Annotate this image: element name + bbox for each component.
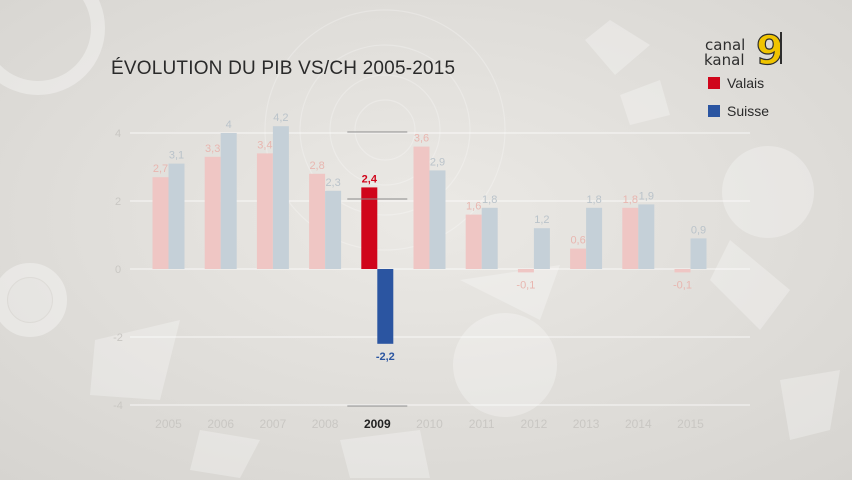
bar-suisse-2012	[533, 228, 550, 269]
data-label-valais-2005: 2,7	[153, 163, 168, 175]
chart-title: ÉVOLUTION DU PIB VS/CH 2005-2015	[111, 58, 456, 79]
bar-valais-2008	[309, 173, 326, 269]
bar-suisse-2015	[690, 238, 707, 269]
x-tick-label-2013: 2013	[573, 417, 600, 431]
bar-valais-2015	[674, 269, 691, 273]
bar-valais-2005	[152, 177, 169, 269]
bar-valais-2011	[465, 214, 482, 269]
data-label-suisse-2008: 2,3	[325, 177, 340, 189]
bar-valais-2010	[413, 146, 430, 269]
legend-label-valais: Valais	[727, 75, 765, 91]
x-tick-label-2009: 2009	[364, 417, 391, 431]
x-tick-label-2012: 2012	[521, 417, 548, 431]
bar-suisse-2014	[638, 204, 655, 269]
data-label-valais-2007: 3,4	[257, 139, 272, 151]
bar-suisse-2008	[325, 190, 342, 269]
data-label-suisse-2015: 0,9	[691, 224, 706, 236]
x-tick-label-2007: 2007	[260, 417, 287, 431]
bar-suisse-2007	[272, 126, 289, 269]
bar-valais-2006	[204, 156, 221, 269]
data-label-suisse-2011: 1,8	[482, 194, 497, 206]
legend-swatch-suisse	[708, 105, 720, 117]
x-tick-label-2015: 2015	[677, 417, 704, 431]
y-tick-label: -4	[113, 400, 123, 412]
bar-suisse-2006	[220, 133, 237, 269]
data-label-suisse-2006: 4	[226, 119, 232, 131]
bar-valais-2007	[256, 153, 273, 269]
x-tick-label-2008: 2008	[312, 417, 339, 431]
logo-word-kanal: kanal	[704, 51, 745, 69]
y-tick-label: 0	[115, 264, 121, 276]
bar-valais-2012	[517, 269, 534, 273]
y-tick-label: 4	[115, 128, 121, 140]
data-label-suisse-2005: 3,1	[169, 150, 184, 162]
bar-suisse-2011	[481, 207, 498, 269]
data-label-valais-2015: -0,1	[673, 279, 692, 291]
legend-swatch-valais	[708, 77, 720, 89]
data-label-valais-2013: 0,6	[570, 235, 585, 247]
data-label-valais-2008: 2,8	[309, 160, 324, 172]
x-tick-label-2006: 2006	[207, 417, 234, 431]
data-label-valais-2011: 1,6	[466, 201, 481, 213]
bar-valais-2009	[361, 187, 378, 269]
logo-nine-icon: 9	[755, 30, 784, 70]
data-label-suisse-2009: -2,2	[376, 351, 395, 363]
x-tick-label-2014: 2014	[625, 417, 652, 431]
bar-valais-2014	[622, 207, 639, 269]
data-label-suisse-2014: 1,9	[639, 190, 654, 202]
data-label-valais-2006: 3,3	[205, 143, 220, 155]
bar-suisse-2013	[586, 207, 603, 269]
logo-word-canal: canal	[705, 36, 746, 54]
x-tick-label-2011: 2011	[469, 417, 495, 431]
y-tick-label: -2	[113, 332, 123, 344]
data-label-valais-2014: 1,8	[623, 194, 638, 206]
data-label-suisse-2007: 4,2	[273, 112, 288, 124]
y-tick-label: 2	[115, 196, 121, 208]
data-label-valais-2012: -0,1	[516, 279, 535, 291]
x-tick-label-2005: 2005	[155, 417, 182, 431]
bar-suisse-2009	[377, 269, 394, 344]
bar-suisse-2005	[168, 163, 185, 269]
data-label-valais-2009: 2,4	[362, 173, 378, 185]
data-label-suisse-2013: 1,8	[586, 194, 601, 206]
data-label-valais-2010: 3,6	[414, 133, 429, 145]
data-label-suisse-2012: 1,2	[534, 214, 549, 226]
x-tick-label-2010: 2010	[416, 417, 443, 431]
logo-number: 9	[756, 30, 784, 70]
channel-logo: canal kanal 9	[704, 30, 794, 70]
bar-suisse-2010	[429, 170, 446, 269]
legend-label-suisse: Suisse	[727, 103, 770, 119]
data-label-suisse-2010: 2,9	[430, 156, 445, 168]
bar-valais-2013	[570, 248, 587, 269]
